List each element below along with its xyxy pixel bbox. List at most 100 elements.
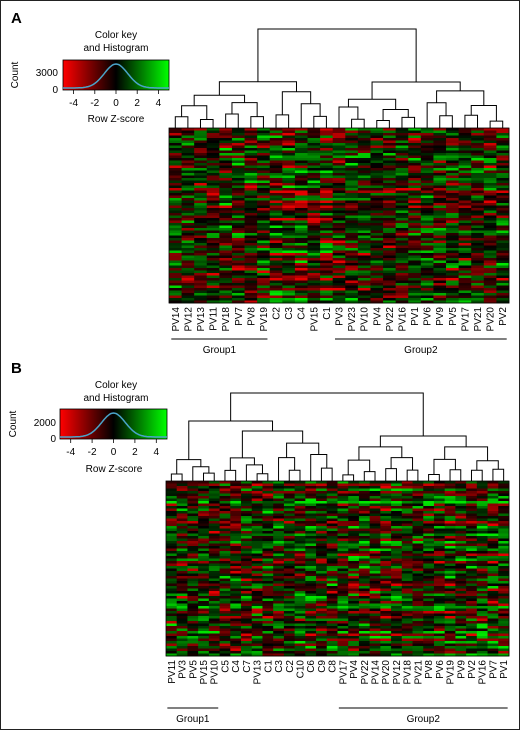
- heatmap-cell: [476, 536, 488, 539]
- heatmap-cell: [241, 618, 253, 622]
- heatmap-cell: [219, 481, 231, 484]
- heatmap-cell: [423, 548, 435, 552]
- heatmap-cell: [401, 646, 413, 649]
- heatmap-cell: [433, 145, 447, 149]
- heatmap-cell: [412, 511, 424, 514]
- heatmap-cell: [391, 536, 403, 539]
- heatmap-cell: [337, 548, 349, 552]
- heatmap-cell: [273, 518, 285, 522]
- heatmap-cell: [219, 616, 231, 619]
- heatmap-cell: [401, 611, 413, 614]
- heatmap-cell: [471, 183, 485, 186]
- heatmap-cell: [208, 483, 220, 487]
- dendrogram-branch: [385, 468, 397, 481]
- heatmap-cell: [345, 265, 359, 269]
- heatmap-cell: [358, 548, 371, 552]
- heatmap-cell: [345, 135, 359, 139]
- heatmap-cell: [498, 553, 510, 557]
- heatmap-cell: [471, 138, 485, 141]
- heatmap-cell: [483, 290, 497, 294]
- heatmap-cell: [294, 566, 306, 569]
- panel-b-key-ytick-zero: 0: [50, 434, 56, 445]
- heatmap-cell: [269, 250, 283, 254]
- heatmap-cell: [181, 263, 195, 266]
- heatmap-cell: [305, 518, 317, 522]
- heatmap-cell: [420, 270, 434, 274]
- heatmap-cell: [176, 553, 188, 557]
- heatmap-cell: [231, 195, 245, 199]
- heatmap-cell: [198, 533, 210, 537]
- heatmap-cell: [395, 163, 409, 166]
- heatmap-cell: [166, 526, 178, 529]
- heatmap-cell: [283, 571, 296, 574]
- heatmap-cell: [391, 638, 403, 642]
- heatmap-cell: [257, 250, 271, 254]
- heatmap-cell: [198, 596, 210, 599]
- heatmap-cell: [166, 591, 178, 594]
- heatmap-cell: [251, 638, 263, 642]
- heatmap-cell: [166, 626, 178, 629]
- heatmap-cell: [391, 523, 403, 527]
- heatmap-cell: [358, 613, 371, 617]
- heatmap-cell: [498, 498, 510, 502]
- heatmap-cell: [446, 173, 460, 176]
- heatmap-cell: [458, 135, 472, 139]
- heatmap-cell: [230, 486, 242, 489]
- heatmap-cell: [332, 260, 346, 264]
- heatmap-cell: [337, 523, 349, 527]
- heatmap-cell: [380, 493, 392, 497]
- heatmap-cell: [466, 636, 478, 639]
- heatmap-cell: [169, 238, 182, 241]
- heatmap-cell: [169, 275, 182, 279]
- heatmap-cell: [326, 538, 338, 542]
- heatmap-cell: [262, 581, 274, 584]
- heatmap-cell: [198, 551, 210, 554]
- heatmap-cell: [458, 275, 472, 279]
- heatmap-cell: [244, 288, 258, 291]
- heatmap-cell: [176, 618, 188, 622]
- heatmap-cell: [380, 496, 392, 499]
- heatmap-cell: [498, 556, 510, 559]
- heatmap-cell: [166, 628, 178, 632]
- heatmap-cell: [476, 553, 488, 557]
- heatmap-cell: [487, 533, 499, 537]
- heatmap-cell: [380, 551, 392, 554]
- heatmap-cell: [206, 210, 220, 214]
- heatmap-cell: [326, 616, 338, 619]
- heatmap-cell: [487, 508, 499, 512]
- heatmap-cell: [345, 210, 359, 214]
- heatmap-cell: [262, 573, 274, 577]
- heatmap-cell: [169, 268, 182, 271]
- heatmap-cell: [332, 195, 346, 199]
- heatmap-cell: [433, 548, 446, 552]
- heatmap-cell: [412, 528, 424, 532]
- heatmap-cell: [169, 165, 182, 169]
- heatmap-cell: [294, 608, 306, 612]
- key-xtick-label: -2: [88, 447, 97, 458]
- heatmap-cell: [231, 220, 245, 224]
- heatmap-cell: [273, 508, 285, 512]
- heatmap-cell: [420, 175, 434, 179]
- heatmap-cell: [433, 581, 446, 584]
- heatmap-cell: [257, 203, 271, 206]
- heatmap-cell: [420, 288, 434, 291]
- heatmap-cell: [476, 566, 488, 569]
- panel-b-key-ylabel: Count: [8, 410, 19, 437]
- column-label: PV19: [259, 307, 270, 332]
- heatmap-cell: [206, 143, 220, 146]
- heatmap-cell: [412, 573, 424, 577]
- heatmap-cell: [370, 190, 384, 194]
- heatmap-cell: [187, 551, 199, 554]
- heatmap-cell: [420, 275, 434, 279]
- heatmap-cell: [444, 578, 456, 582]
- heatmap-cell: [294, 263, 308, 266]
- heatmap-cell: [320, 170, 334, 174]
- heatmap-cell: [496, 223, 510, 226]
- heatmap-cell: [471, 228, 485, 231]
- column-label: PV6: [423, 307, 434, 326]
- heatmap-cell: [316, 548, 328, 552]
- heatmap-cell: [269, 168, 283, 171]
- heatmap-cell: [219, 275, 233, 279]
- heatmap-cell: [471, 188, 485, 191]
- heatmap-cell: [380, 593, 392, 597]
